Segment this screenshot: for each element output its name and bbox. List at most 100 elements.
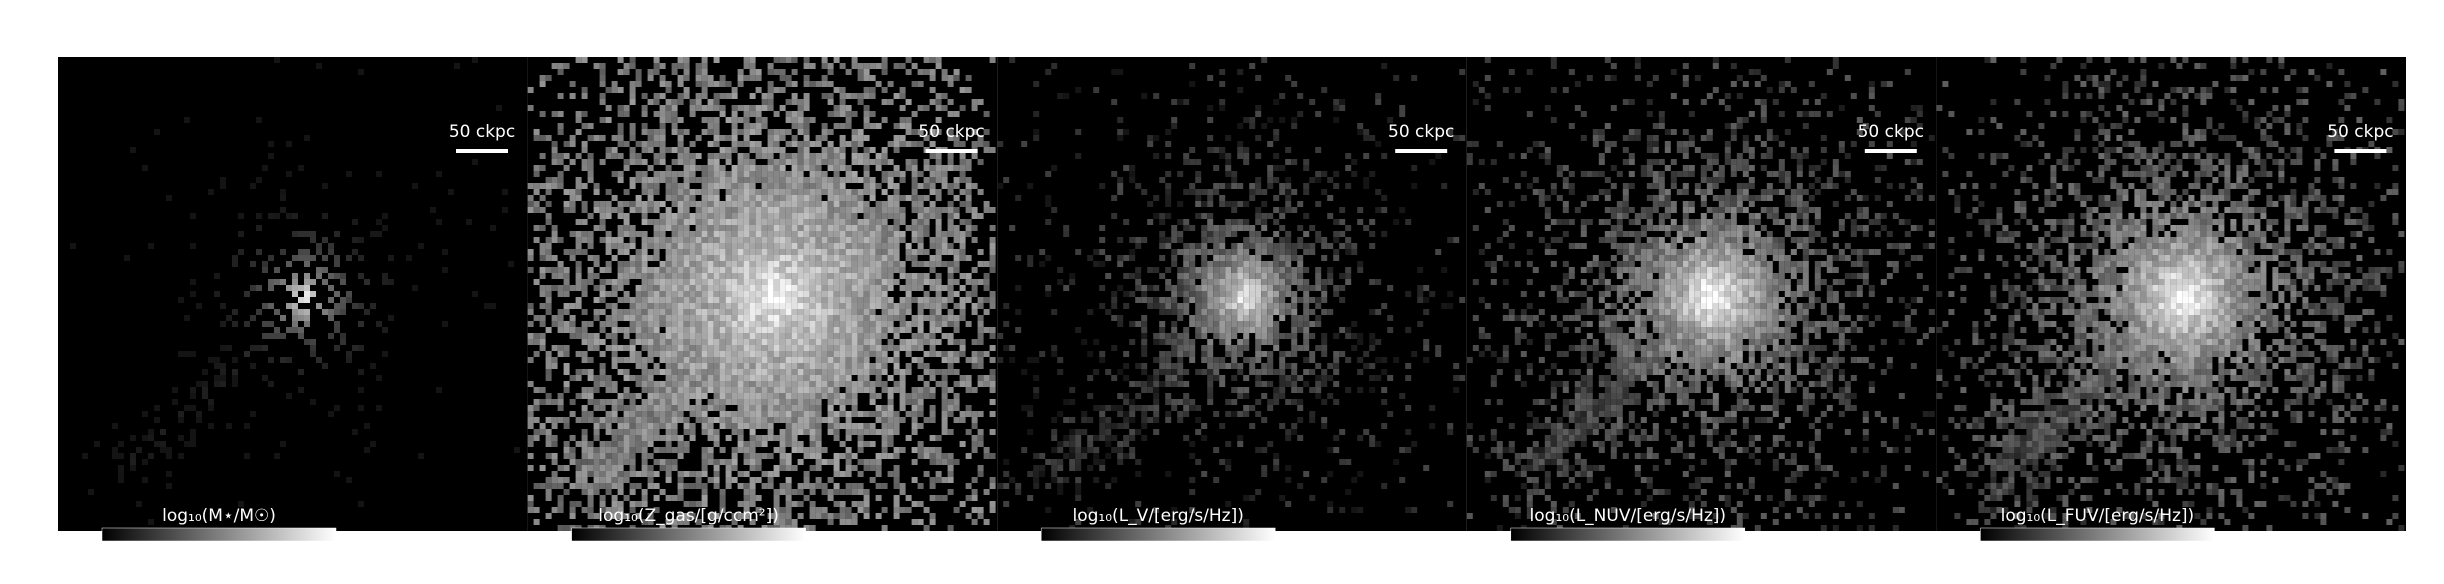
image-pixel: [1309, 249, 1316, 255]
image-pixel: [599, 483, 606, 489]
image-pixel: [1285, 189, 1292, 195]
image-pixel: [743, 405, 750, 411]
image-pixel: [1207, 309, 1214, 315]
image-pixel: [707, 339, 714, 345]
image-pixel: [809, 159, 816, 165]
image-pixel: [851, 393, 858, 399]
image-pixel: [719, 351, 726, 357]
image-pixel: [701, 273, 708, 279]
image-pixel: [1279, 183, 1286, 189]
image-pixel: [755, 201, 762, 207]
image-pixel: [959, 141, 966, 147]
image-pixel: [527, 339, 534, 345]
image-pixel: [797, 261, 804, 267]
image-pixel: [911, 477, 918, 483]
image-pixel: [671, 123, 678, 129]
image-pixel: [719, 333, 726, 339]
image-pixel: [641, 327, 648, 333]
image-pixel: [821, 231, 828, 237]
image-pixel: [785, 507, 792, 513]
image-pixel: [196, 417, 202, 423]
image-pixel: [581, 279, 588, 285]
image-pixel: [1351, 159, 1358, 165]
image-pixel: [1255, 111, 1262, 117]
image-pixel: [1219, 285, 1226, 291]
image-pixel: [737, 165, 744, 171]
image-pixel: [911, 447, 918, 453]
image-pixel: [767, 171, 774, 177]
image-pixel: [815, 453, 822, 459]
image-pixel: [707, 279, 714, 285]
image-pixel: [1291, 159, 1298, 165]
image-pixel: [647, 195, 654, 201]
image-pixel: [1387, 285, 1394, 291]
image-pixel: [1225, 135, 1232, 141]
image-pixel: [725, 117, 732, 123]
image-pixel: [1177, 231, 1184, 237]
image-pixel: [629, 345, 636, 351]
image-pixel: [761, 171, 768, 177]
image-pixel: [677, 483, 684, 489]
image-pixel: [659, 321, 666, 327]
image-pixel: [767, 483, 774, 489]
image-pixel: [833, 255, 840, 261]
image-pixel: [947, 159, 954, 165]
image-pixel: [797, 423, 804, 429]
image-pixel: [755, 495, 762, 501]
image-pixel: [911, 519, 918, 525]
image-pixel: [755, 105, 762, 111]
image-pixel: [671, 399, 678, 405]
image-pixel: [545, 255, 552, 261]
image-pixel: [208, 357, 214, 363]
image-pixel: [791, 165, 798, 171]
image-pixel: [599, 159, 606, 165]
image-pixel: [743, 123, 750, 129]
image-pixel: [292, 213, 298, 219]
image-pixel: [749, 195, 756, 201]
image-pixel: [406, 255, 412, 261]
image-pixel: [677, 399, 684, 405]
image-pixel: [1117, 117, 1124, 123]
image-pixel: [1237, 201, 1244, 207]
image-pixel: [755, 303, 762, 309]
image-pixel: [779, 129, 786, 135]
image-pixel: [719, 321, 726, 327]
image-pixel: [713, 309, 720, 315]
image-pixel: [587, 489, 594, 495]
image-pixel: [653, 423, 660, 429]
image-pixel: [677, 519, 684, 525]
image-pixel: [677, 195, 684, 201]
image-pixel: [1099, 225, 1106, 231]
image-pixel: [611, 255, 618, 261]
image-pixel: [683, 297, 690, 303]
image-pixel: [839, 423, 846, 429]
image-pixel: [869, 285, 876, 291]
image-pixel: [929, 303, 936, 309]
image-pixel: [761, 165, 768, 171]
image-pixel: [809, 387, 816, 393]
image-pixel: [833, 435, 840, 441]
image-pixel: [803, 273, 810, 279]
image-pixel: [629, 501, 636, 507]
image-pixel: [653, 309, 660, 315]
image-pixel: [683, 189, 690, 195]
image-pixel: [779, 183, 786, 189]
image-pixel: [911, 171, 918, 177]
image-pixel: [785, 261, 792, 267]
image-pixel: [899, 345, 906, 351]
image-pixel: [635, 441, 642, 447]
image-pixel: [839, 189, 846, 195]
image-pixel: [1279, 249, 1286, 255]
image-pixel: [671, 219, 678, 225]
image-pixel: [1267, 291, 1274, 297]
image-pixel: [1039, 249, 1046, 255]
image-pixel: [881, 441, 888, 447]
image-pixel: [689, 333, 696, 339]
image-pixel: [1297, 243, 1304, 249]
image-pixel: [659, 279, 666, 285]
image-pixel: [833, 153, 840, 159]
image-pixel: [893, 195, 900, 201]
image-pixel: [1207, 105, 1214, 111]
image-pixel: [1195, 171, 1202, 177]
image-pixel: [647, 351, 654, 357]
